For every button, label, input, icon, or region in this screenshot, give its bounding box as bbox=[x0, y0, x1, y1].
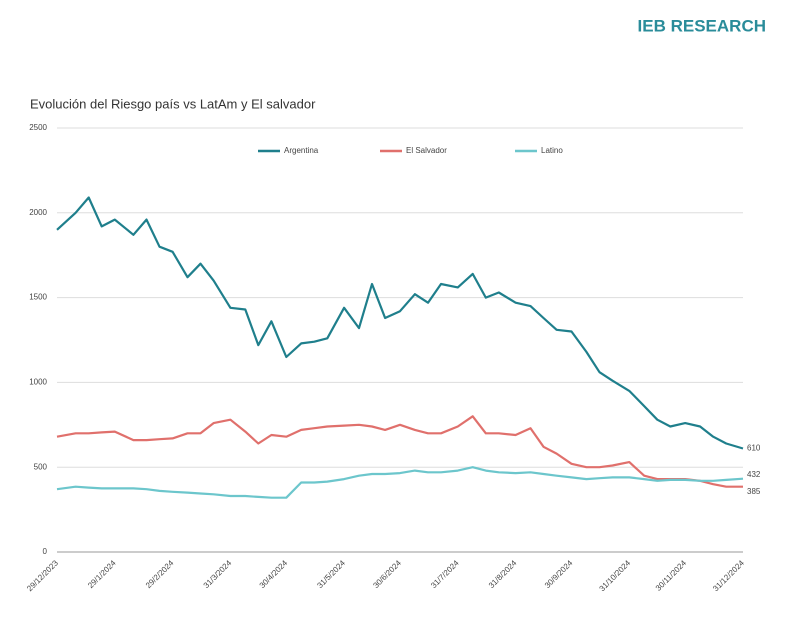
series-line bbox=[56, 466, 744, 499]
series-line bbox=[56, 196, 744, 450]
x-tick-label: 31/10/2024 bbox=[598, 558, 633, 593]
y-tick-label: 500 bbox=[34, 462, 48, 471]
legend-label: Latino bbox=[541, 146, 563, 155]
x-tick-label: 30/6/2024 bbox=[371, 558, 403, 590]
series-line bbox=[56, 415, 743, 488]
y-tick-label: 2500 bbox=[29, 123, 47, 132]
x-tick-label: 31/12/2024 bbox=[711, 558, 746, 593]
x-tick-label: 31/8/2024 bbox=[487, 558, 519, 590]
x-tick-label: 31/3/2024 bbox=[202, 558, 234, 590]
x-tick-label: 29/12/2023 bbox=[25, 558, 60, 593]
end-label: 385 bbox=[747, 487, 761, 496]
end-label: 432 bbox=[747, 470, 761, 479]
y-tick-label: 2000 bbox=[29, 208, 47, 217]
y-tick-label: 1000 bbox=[29, 378, 47, 387]
x-tick-label: 31/7/2024 bbox=[429, 558, 461, 590]
y-tick-label: 1500 bbox=[29, 293, 47, 302]
end-label: 610 bbox=[747, 444, 761, 453]
x-tick-label: 30/9/2024 bbox=[543, 558, 575, 590]
x-tick-label: 29/2/2024 bbox=[144, 558, 176, 590]
chart-title: Evolución del Riesgo país vs LatAm y El … bbox=[30, 96, 316, 111]
legend-label: El Salvador bbox=[406, 146, 447, 155]
brand: IEB RESEARCH bbox=[638, 16, 766, 35]
x-tick-label: 31/5/2024 bbox=[315, 558, 347, 590]
y-tick-label: 0 bbox=[43, 547, 48, 556]
x-tick-label: 30/4/2024 bbox=[258, 558, 290, 590]
x-tick-label: 30/11/2024 bbox=[654, 558, 689, 593]
legend-label: Argentina bbox=[284, 146, 319, 155]
x-tick-label: 29/1/2024 bbox=[86, 558, 118, 590]
